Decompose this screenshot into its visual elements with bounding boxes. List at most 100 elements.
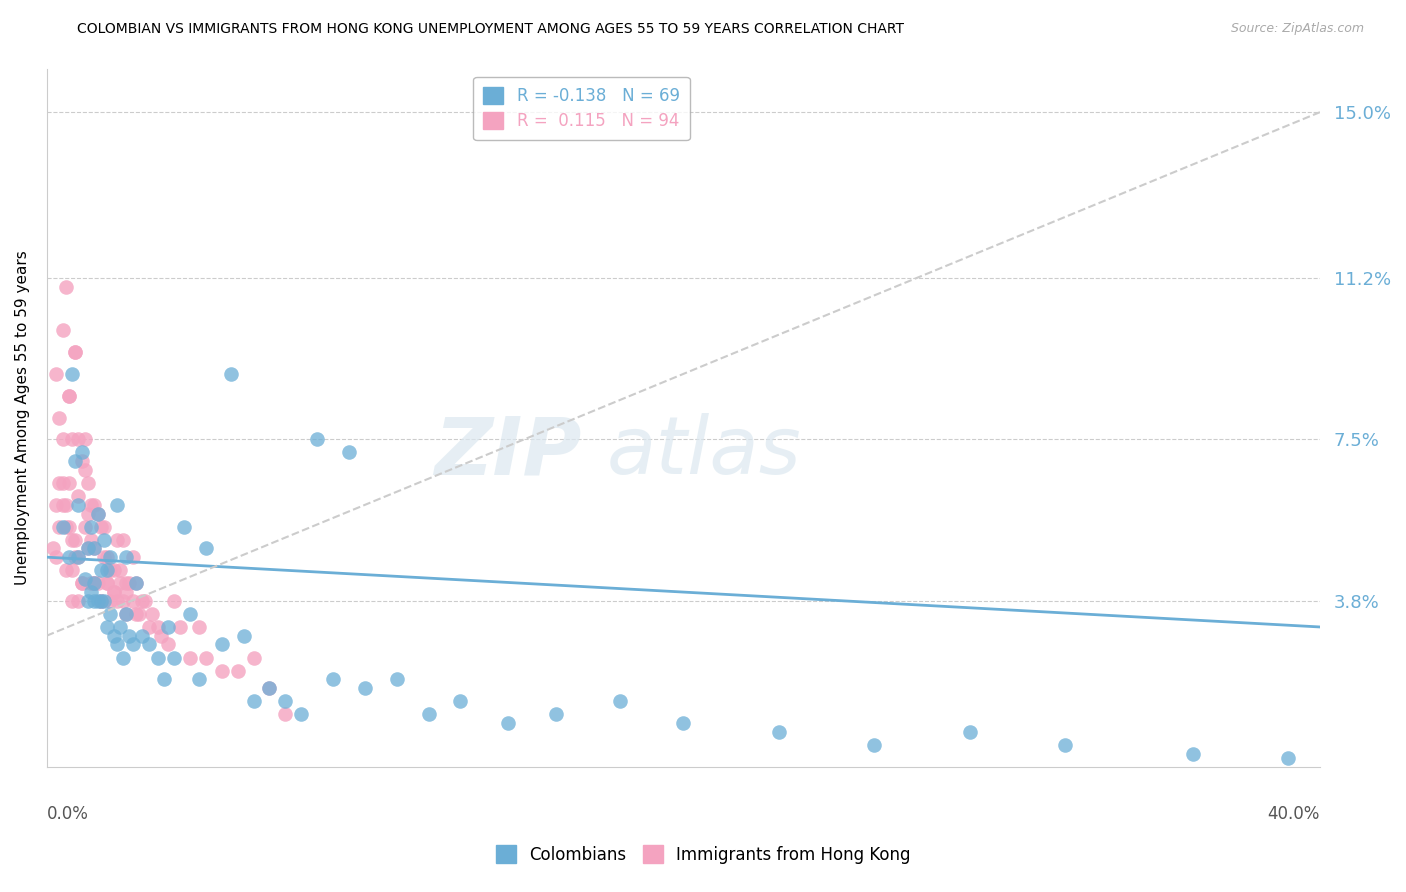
Point [105, 498, 128, 512]
Legend: R = -0.138   N = 69, R =  0.115   N = 94: R = -0.138 N = 69, R = 0.115 N = 94 [474, 77, 689, 140]
Point [48, 519, 70, 533]
Text: ZIP: ZIP [434, 414, 582, 491]
Point [768, 724, 790, 739]
Point [138, 620, 160, 634]
Point [58, 389, 80, 403]
Point [128, 607, 150, 621]
Point [58, 389, 80, 403]
Point [52, 475, 75, 490]
Point [65, 454, 87, 468]
Point [60, 433, 83, 447]
Point [77, 475, 100, 490]
Point [80, 576, 103, 591]
Point [163, 650, 186, 665]
Point [83, 594, 105, 608]
Point [418, 707, 440, 722]
Point [67, 550, 90, 565]
Point [242, 650, 264, 665]
Point [70, 576, 93, 591]
Point [1181, 747, 1204, 761]
Point [153, 673, 176, 687]
Point [141, 607, 163, 621]
Point [80, 585, 103, 599]
Point [98, 550, 121, 565]
Point [58, 475, 80, 490]
Point [233, 629, 256, 643]
Point [125, 607, 148, 621]
Point [80, 498, 103, 512]
Point [450, 694, 472, 708]
Point [959, 724, 981, 739]
Point [103, 585, 125, 599]
Point [544, 707, 567, 722]
Point [90, 594, 112, 608]
Text: COLOMBIAN VS IMMIGRANTS FROM HONG KONG UNEMPLOYMENT AMONG AGES 55 TO 59 YEARS CO: COLOMBIAN VS IMMIGRANTS FROM HONG KONG U… [77, 22, 904, 37]
Point [67, 594, 90, 608]
Point [115, 607, 138, 621]
Point [112, 594, 135, 608]
Point [73, 572, 96, 586]
Point [115, 585, 138, 599]
Point [67, 489, 90, 503]
Point [83, 498, 105, 512]
Point [188, 673, 211, 687]
Point [496, 715, 519, 730]
Point [105, 594, 128, 608]
Point [65, 345, 87, 359]
Point [65, 550, 87, 565]
Point [93, 550, 115, 565]
Point [146, 650, 169, 665]
Point [125, 576, 148, 591]
Point [131, 594, 153, 608]
Point [83, 576, 105, 591]
Point [385, 673, 408, 687]
Point [60, 594, 83, 608]
Point [70, 454, 93, 468]
Point [60, 367, 83, 381]
Point [138, 637, 160, 651]
Point [55, 519, 77, 533]
Point [98, 563, 121, 577]
Point [118, 576, 141, 591]
Point [1054, 738, 1077, 752]
Point [112, 650, 135, 665]
Point [96, 563, 118, 577]
Point [274, 707, 297, 722]
Point [80, 519, 103, 533]
Point [108, 620, 131, 634]
Point [60, 563, 83, 577]
Point [105, 533, 128, 547]
Text: atlas: atlas [607, 414, 801, 491]
Point [55, 279, 77, 293]
Text: 0.0%: 0.0% [46, 805, 89, 823]
Point [86, 507, 108, 521]
Point [52, 519, 75, 533]
Point [45, 550, 67, 565]
Point [93, 519, 115, 533]
Point [90, 594, 112, 608]
Point [307, 433, 329, 447]
Point [90, 519, 112, 533]
Point [58, 550, 80, 565]
Point [103, 585, 125, 599]
Point [211, 637, 233, 651]
Point [86, 594, 108, 608]
Point [96, 576, 118, 591]
Point [98, 594, 121, 608]
Point [65, 533, 87, 547]
Point [73, 433, 96, 447]
Point [83, 541, 105, 556]
Point [121, 550, 143, 565]
Point [115, 607, 138, 621]
Point [134, 594, 156, 608]
Point [188, 620, 211, 634]
Point [73, 463, 96, 477]
Point [52, 498, 75, 512]
Point [672, 715, 695, 730]
Point [45, 498, 67, 512]
Point [115, 576, 138, 591]
Point [337, 445, 360, 459]
Point [103, 629, 125, 643]
Point [131, 629, 153, 643]
Point [98, 607, 121, 621]
